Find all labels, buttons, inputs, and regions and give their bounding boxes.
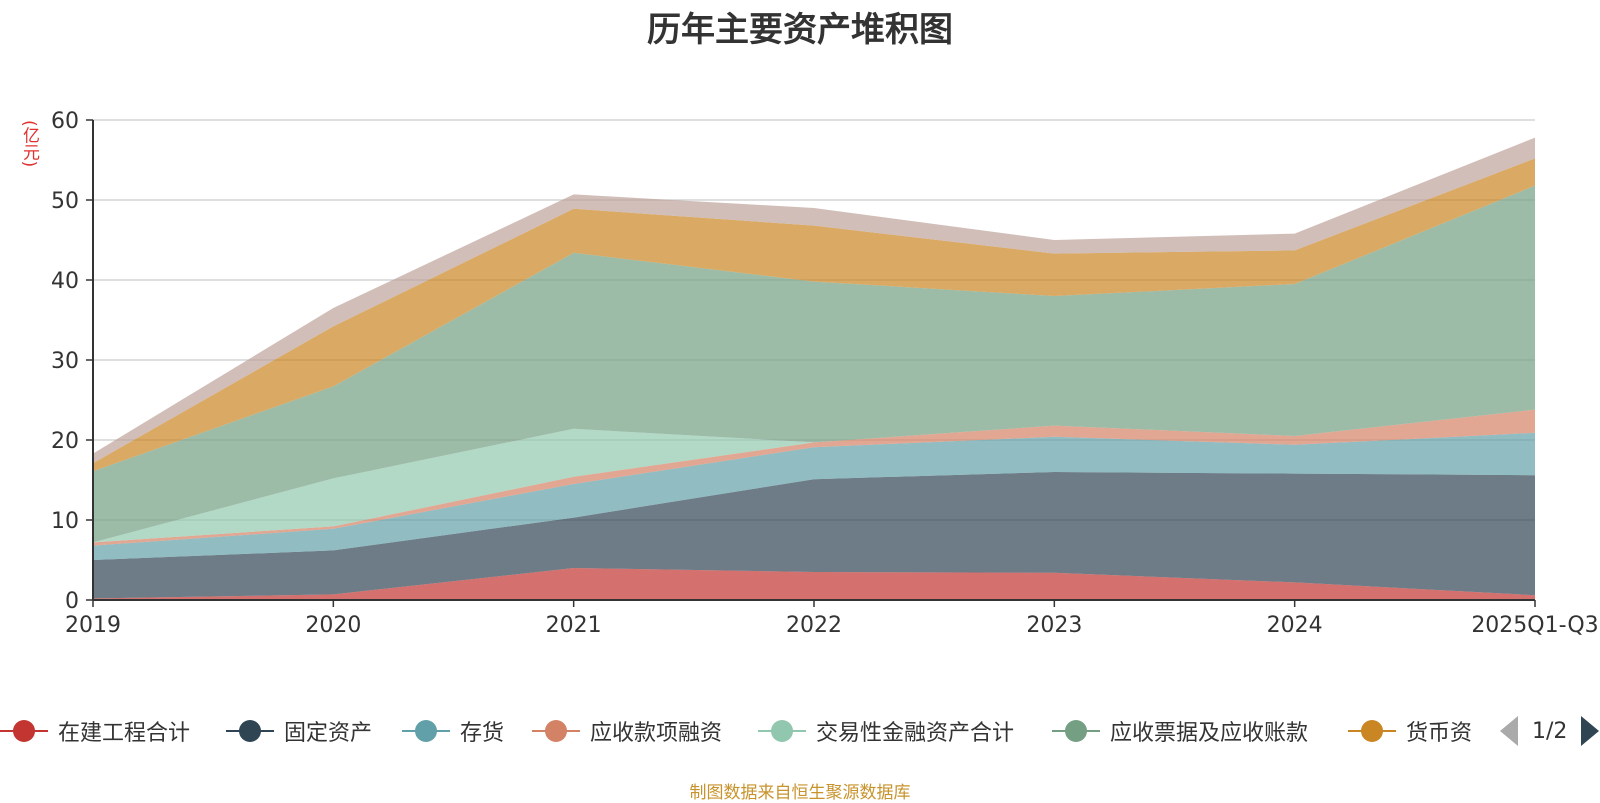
- source-note: 制图数据来自恒生聚源数据库: [689, 783, 911, 803]
- y-tick-label-4: 40: [51, 269, 79, 294]
- legend-label: 交易性金融资产合计: [816, 721, 1015, 746]
- area-series-1: [93, 472, 1535, 599]
- legend-marker-icon: [226, 714, 274, 748]
- legend-label: 货币资: [1406, 721, 1473, 746]
- legend-item-5[interactable]: 应收票据及应收账款: [1052, 714, 1308, 748]
- y-axis-unit: (亿元): [19, 120, 39, 168]
- area-series-0: [93, 568, 1535, 600]
- axes: 0 10 20 30 40 50 60 2019 2020 2021 2022 2023 2024 202…: [51, 109, 1599, 638]
- legend-next-icon[interactable]: [1581, 716, 1600, 746]
- x-tick-label-3: 2022: [786, 613, 842, 638]
- legend-marker-icon: [1052, 714, 1100, 748]
- legend-prev-icon[interactable]: [1500, 716, 1518, 746]
- legend-label: 应收票据及应收账款: [1110, 721, 1309, 746]
- legend-marker-icon: [0, 714, 48, 748]
- y-tick-label-2: 20: [51, 429, 79, 454]
- y-tick-label-0: 0: [65, 589, 79, 614]
- chart-title: 历年主要资产堆积图: [647, 10, 953, 50]
- x-tick-label-6: 2025Q1-Q3: [1471, 613, 1598, 638]
- legend-marker-icon: [402, 714, 450, 748]
- x-tick-label-2: 2021: [546, 613, 602, 638]
- x-tick-label-1: 2020: [305, 613, 361, 638]
- area-series-4: [93, 409, 1535, 543]
- legend-marker-icon: [1348, 714, 1396, 748]
- y-tick-label-1: 10: [51, 509, 79, 534]
- stacked-area-chart: 0 10 20 30 40 50 60 2019 2020 2021 2022 2023 2024 202…: [51, 109, 1599, 638]
- legend-label: 存货: [460, 721, 505, 746]
- y-tick-label-6: 60: [51, 109, 79, 134]
- legend-item-6[interactable]: 货币资: [1348, 714, 1472, 748]
- legend-marker-icon: [532, 714, 580, 748]
- legend: 在建工程合计 固定资产 存货 应收款项融资 交易性金融资产合计 应收票据及应收账款 货币资: [0, 714, 1600, 754]
- legend-page-indicator: 1/2: [1532, 718, 1568, 744]
- legend-item-0[interactable]: 在建工程合计: [0, 714, 190, 748]
- area-series: [93, 137, 1535, 600]
- legend-label: 固定资产: [284, 721, 373, 746]
- area-series-2: [93, 432, 1535, 560]
- legend-marker-icon: [758, 714, 806, 748]
- area-series-7: [93, 137, 1535, 464]
- legend-label: 在建工程合计: [58, 721, 191, 746]
- legend-item-2[interactable]: 存货: [402, 714, 504, 748]
- area-series-5: [93, 185, 1535, 543]
- area-series-6: [93, 158, 1535, 472]
- legend-item-4[interactable]: 交易性金融资产合计: [758, 714, 1014, 748]
- legend-item-3[interactable]: 应收款项融资: [532, 714, 722, 748]
- legend-item-1[interactable]: 固定资产: [226, 714, 372, 748]
- y-tick-label-3: 30: [51, 349, 79, 374]
- y-tick-label-5: 50: [51, 189, 79, 214]
- legend-pager: 1/2: [1500, 714, 1600, 748]
- legend-label: 应收款项融资: [590, 721, 723, 746]
- x-tick-label-4: 2023: [1026, 613, 1082, 638]
- x-tick-label-5: 2024: [1267, 613, 1323, 638]
- x-tick-label-0: 2019: [65, 613, 121, 638]
